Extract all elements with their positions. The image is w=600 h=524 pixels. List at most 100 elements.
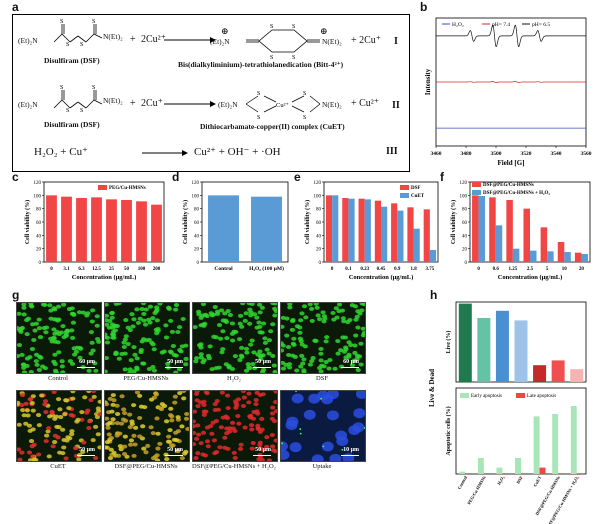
- cell: [247, 366, 253, 371]
- cell: [69, 432, 75, 437]
- micrograph-caption: H₂O₂: [227, 375, 241, 382]
- cell: [52, 339, 58, 344]
- x-axis-label: Concentration (μg/mL): [349, 274, 414, 281]
- cell: [195, 404, 201, 409]
- cell: [299, 342, 305, 347]
- cell: [97, 412, 101, 417]
- cell: [70, 320, 77, 325]
- cell: [141, 446, 147, 451]
- cell: [94, 337, 101, 342]
- legend-label: pH= 6.5: [532, 22, 550, 28]
- particle: [299, 432, 302, 435]
- cell: [349, 363, 356, 368]
- cell: [201, 403, 207, 408]
- cell: [176, 367, 183, 372]
- cell: [320, 310, 326, 315]
- cell: [92, 361, 98, 366]
- cell: [123, 334, 129, 339]
- cell: [26, 450, 33, 455]
- cell: [134, 356, 140, 361]
- atom-s: S: [92, 19, 95, 25]
- cell: [194, 398, 200, 403]
- cell: [195, 432, 202, 437]
- cell: [21, 305, 27, 310]
- x-axis-label: Field [G]: [497, 159, 524, 167]
- bar-f: [547, 251, 554, 262]
- x-tick-label: CuET: [532, 475, 542, 487]
- cell: [31, 337, 37, 342]
- cell: [183, 416, 189, 421]
- cell: [212, 305, 218, 310]
- x-tick-label: 3520: [521, 151, 532, 157]
- cell: [140, 303, 147, 306]
- cell: [26, 423, 33, 428]
- cell: [55, 435, 61, 440]
- cell: [137, 393, 143, 398]
- r2-byproduct: + Cu²⁺: [351, 98, 380, 109]
- cell: [68, 412, 74, 417]
- cell: [36, 367, 43, 372]
- r1-product-left: (Et)₂N: [210, 37, 230, 46]
- cell: [53, 414, 60, 419]
- cell: [87, 419, 93, 424]
- cell: [290, 318, 296, 323]
- cell: [24, 356, 31, 361]
- cell: [28, 303, 34, 306]
- panel-label-e: e: [294, 170, 301, 184]
- x-tick-label: 1.25: [508, 267, 517, 272]
- cell: [291, 336, 297, 341]
- y-axis-label: Live (%): [445, 331, 452, 354]
- cell: [73, 446, 79, 451]
- cell: [142, 322, 149, 327]
- y-tick-label: 20: [194, 248, 200, 253]
- atom-s: S: [303, 115, 306, 121]
- panel-label-f: f: [440, 170, 444, 184]
- cell: [178, 349, 184, 354]
- cell: [28, 439, 35, 444]
- cell: [222, 445, 228, 450]
- micrograph-caption: Uptake: [312, 463, 332, 470]
- bar-e: [325, 195, 333, 262]
- micrograph-cells: [105, 391, 189, 461]
- cell: [17, 343, 23, 348]
- bar-live: [533, 365, 547, 382]
- r3-roman: III: [386, 146, 398, 157]
- cell: [349, 303, 355, 308]
- cell: [179, 456, 185, 461]
- cell: [205, 353, 212, 358]
- cell: [193, 391, 200, 396]
- bar-e: [407, 207, 414, 262]
- legend-label: DSF@PEG/Cu-HMSNs + H₂O₂: [483, 191, 550, 196]
- cell: [70, 391, 76, 394]
- cell: [167, 428, 173, 433]
- cell: [307, 303, 313, 307]
- cell: [200, 430, 207, 435]
- cell: [204, 314, 210, 319]
- cell: [240, 391, 247, 394]
- cell: [209, 431, 215, 436]
- cell: [237, 358, 243, 363]
- x-tick-label: 12.5: [92, 267, 101, 272]
- r2-product-right: N(Et)₂: [322, 100, 342, 109]
- cell: [253, 398, 259, 403]
- cell: [161, 403, 168, 408]
- micrograph-caption: CuET: [50, 463, 66, 470]
- micrograph-cells: [17, 303, 101, 373]
- y-tick-label: 80: [36, 208, 42, 213]
- cell: [303, 409, 316, 420]
- cell: [335, 351, 341, 356]
- cell: [222, 435, 228, 440]
- cell: [212, 402, 218, 407]
- cell: [39, 393, 45, 398]
- y-axis-label: Cell viability (%): [450, 200, 457, 244]
- cell: [166, 434, 172, 439]
- cell: [79, 417, 85, 422]
- cell: [105, 422, 111, 427]
- y-tick-label: 60: [36, 221, 42, 226]
- cell: [264, 347, 270, 352]
- bar-apoptosis: [502, 473, 509, 474]
- x-tick-label: 0.45: [377, 267, 386, 272]
- particle: [299, 428, 302, 430]
- x-tick-label: 3.1: [63, 267, 70, 272]
- cell: [224, 336, 230, 341]
